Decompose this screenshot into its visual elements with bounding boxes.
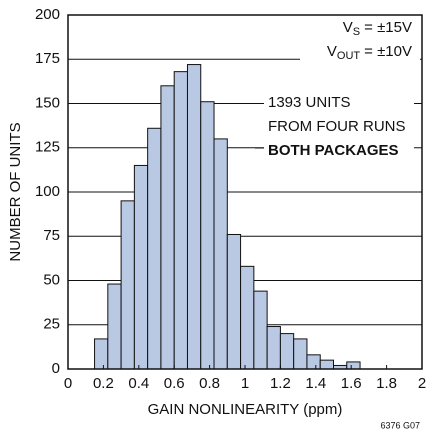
y-tick-label: 50	[43, 271, 60, 288]
bar	[226, 233, 242, 370]
vout-rest: = ±10V	[364, 43, 412, 60]
x-tick-label: 0.8	[199, 375, 220, 392]
bar	[319, 359, 335, 370]
bar	[186, 64, 202, 370]
x-tick-label: 2	[418, 375, 426, 392]
x-tick-label: 0.2	[93, 375, 114, 392]
bar	[160, 85, 175, 370]
bar	[200, 101, 215, 370]
y-tick-label: 0	[52, 360, 60, 377]
bar	[213, 138, 228, 370]
bar	[94, 338, 109, 370]
bar	[293, 338, 308, 370]
bar	[240, 265, 255, 370]
x-tick-label: 1	[241, 375, 249, 392]
x-tick-label: 1.8	[376, 375, 397, 392]
annotation-line: 1393 UNITS	[268, 94, 351, 111]
bar	[266, 326, 281, 370]
annotation-bg	[264, 92, 414, 162]
vs-sub: S	[353, 26, 360, 38]
vout-main: V	[327, 43, 337, 60]
x-axis-label: GAIN NONLINEARITY (ppm)	[148, 401, 343, 418]
vs-rest: = ±15V	[364, 19, 412, 36]
y-tick-label: 175	[35, 50, 60, 67]
y-axis-label: NUMBER OF UNITS	[7, 122, 24, 261]
bar	[346, 361, 361, 370]
bar	[253, 290, 268, 370]
annotation-line: FROM FOUR RUNS	[268, 118, 406, 135]
y-tick-label: 200	[35, 6, 60, 23]
vout-annotation: VOUT = ±10V	[327, 43, 412, 62]
bar	[133, 164, 149, 370]
x-tick-label: 0	[64, 375, 72, 392]
y-tick-label: 75	[43, 227, 60, 244]
y-tick-label: 125	[35, 139, 60, 156]
x-tick-label: 0.6	[164, 375, 185, 392]
vs-annotation: VS = ±15V	[343, 19, 412, 38]
x-tick-label: 1.4	[305, 375, 326, 392]
annotation-bold: BOTH PACKAGES	[268, 142, 399, 159]
bar	[120, 200, 135, 370]
figure-code: 6376 G07	[380, 420, 420, 430]
bar	[147, 127, 162, 370]
y-tick-label: 150	[35, 94, 60, 111]
annotation-bg	[300, 16, 420, 62]
bar	[306, 354, 321, 370]
vs-main: V	[343, 19, 353, 36]
x-tick-label: 1.6	[341, 375, 362, 392]
x-tick-label: 0.4	[128, 375, 149, 392]
y-tick-label: 100	[35, 183, 60, 200]
bar	[107, 283, 122, 370]
x-tick-label: 1.2	[270, 375, 291, 392]
y-tick-label: 25	[43, 316, 60, 333]
bar	[173, 71, 188, 370]
bar	[279, 333, 295, 370]
vout-sub: OUT	[337, 50, 361, 62]
